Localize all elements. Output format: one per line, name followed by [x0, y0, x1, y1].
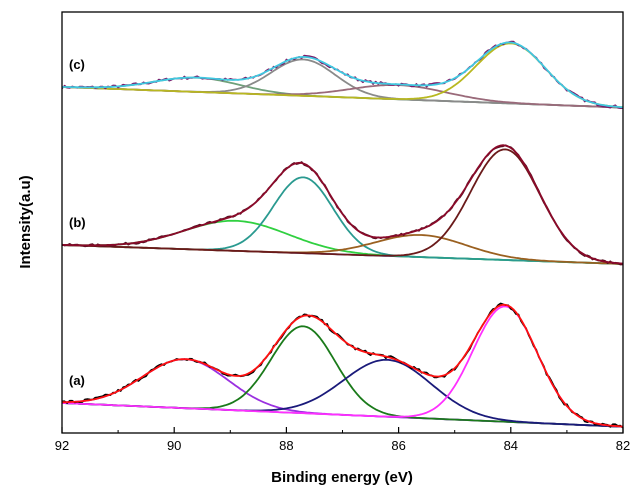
component-peak [61, 84, 624, 109]
component-peak [61, 148, 624, 265]
panel-label: (b) [69, 215, 86, 230]
x-tick-label: 82 [616, 438, 630, 453]
envelope-fit [61, 41, 624, 109]
x-tick-label: 84 [504, 438, 518, 453]
x-tick-label: 86 [391, 438, 405, 453]
envelope-fit [62, 144, 624, 265]
raw-data-line [61, 302, 624, 429]
panel-label: (c) [69, 57, 85, 72]
component-peak [61, 234, 624, 265]
x-axis-title: Binding energy (eV) [271, 469, 413, 486]
raw-data-line [61, 144, 624, 266]
panel-label: (a) [69, 373, 85, 388]
x-tick-label: 92 [55, 438, 69, 453]
x-tick-label: 88 [279, 438, 293, 453]
component-peak [61, 358, 624, 428]
component-peak [61, 42, 624, 109]
envelope-fit [62, 303, 624, 428]
y-axis-title: Intensity(a.u) [17, 175, 34, 268]
component-peak [62, 358, 624, 428]
x-tick-label: 90 [167, 438, 181, 453]
x-axis: 92 90 88 86 84 82 [55, 427, 630, 453]
plot-area: (c) (b) (a) [61, 40, 624, 429]
component-peak [61, 305, 624, 428]
